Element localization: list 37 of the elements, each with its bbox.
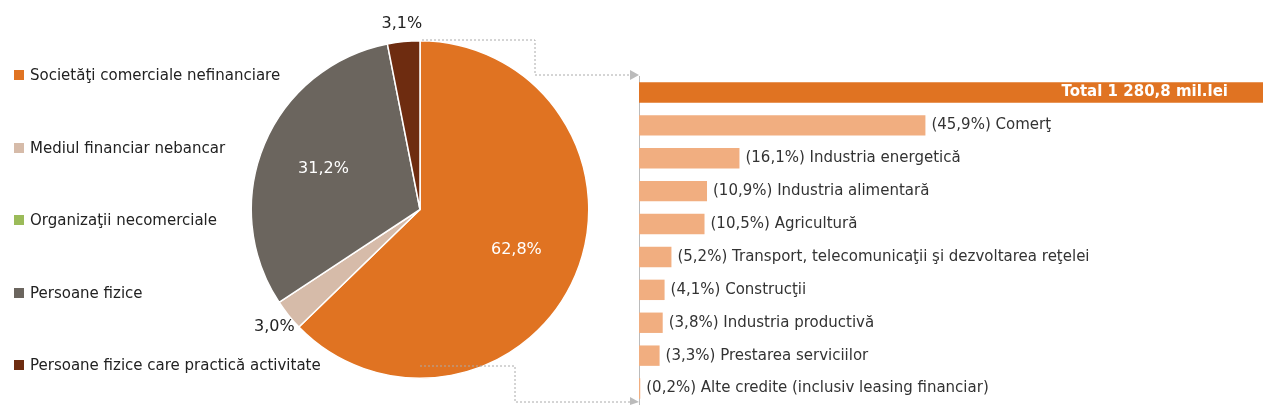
data-label: 3,0% [254,315,295,335]
category-label: Construcţii [725,279,807,298]
category-label: Industria productivă [723,312,875,331]
category-label: Agricultură [774,213,858,232]
legend-label: Societăţi comerciale nefinanciare [30,66,281,84]
category-label: Prestarea serviciilor [720,345,869,364]
data-label: (3,3%) [665,345,716,364]
data-label: (10,5%) [710,213,770,232]
bar [639,115,926,136]
legend-label: Persoane fizice care practică activitate [30,356,321,374]
data-label: (4,1%) [670,279,721,298]
bar [639,246,672,268]
bar [639,312,663,333]
bar [639,148,740,169]
bar [639,279,665,301]
category-label: Industria energetică [809,148,961,167]
data-label: 31,2% [298,158,349,178]
data-label: (0,2%) [646,378,697,397]
category-label: Industria alimentară [777,181,930,200]
legend-label: Organizaţii necomerciale [30,211,217,229]
data-label: 62,8% [490,239,542,259]
category-label: Alte credite (inclusiv leasing financiar) [700,378,989,397]
data-label: (10,9%) [713,181,773,200]
bar [639,213,705,235]
bar [639,82,1263,103]
data-label: (3,8%) [668,312,719,331]
bar [639,180,708,202]
data-label: (45,9%) [931,115,991,134]
legend-label: Persoane fizice [30,283,143,302]
category-label: Total 1 280,8 mil.lei [1061,82,1228,101]
category-label: Comerţ [995,115,1052,134]
bar [639,345,660,366]
data-label: (16,1%) [745,148,805,167]
category-label: Transport, telecomunicaţii şi dezvoltarea reţelei [732,246,1090,265]
legend-label: Mediul financiar nebancar [30,138,226,157]
data-label: (5,2%) [677,246,728,265]
data-label: 3,1% [381,12,423,32]
